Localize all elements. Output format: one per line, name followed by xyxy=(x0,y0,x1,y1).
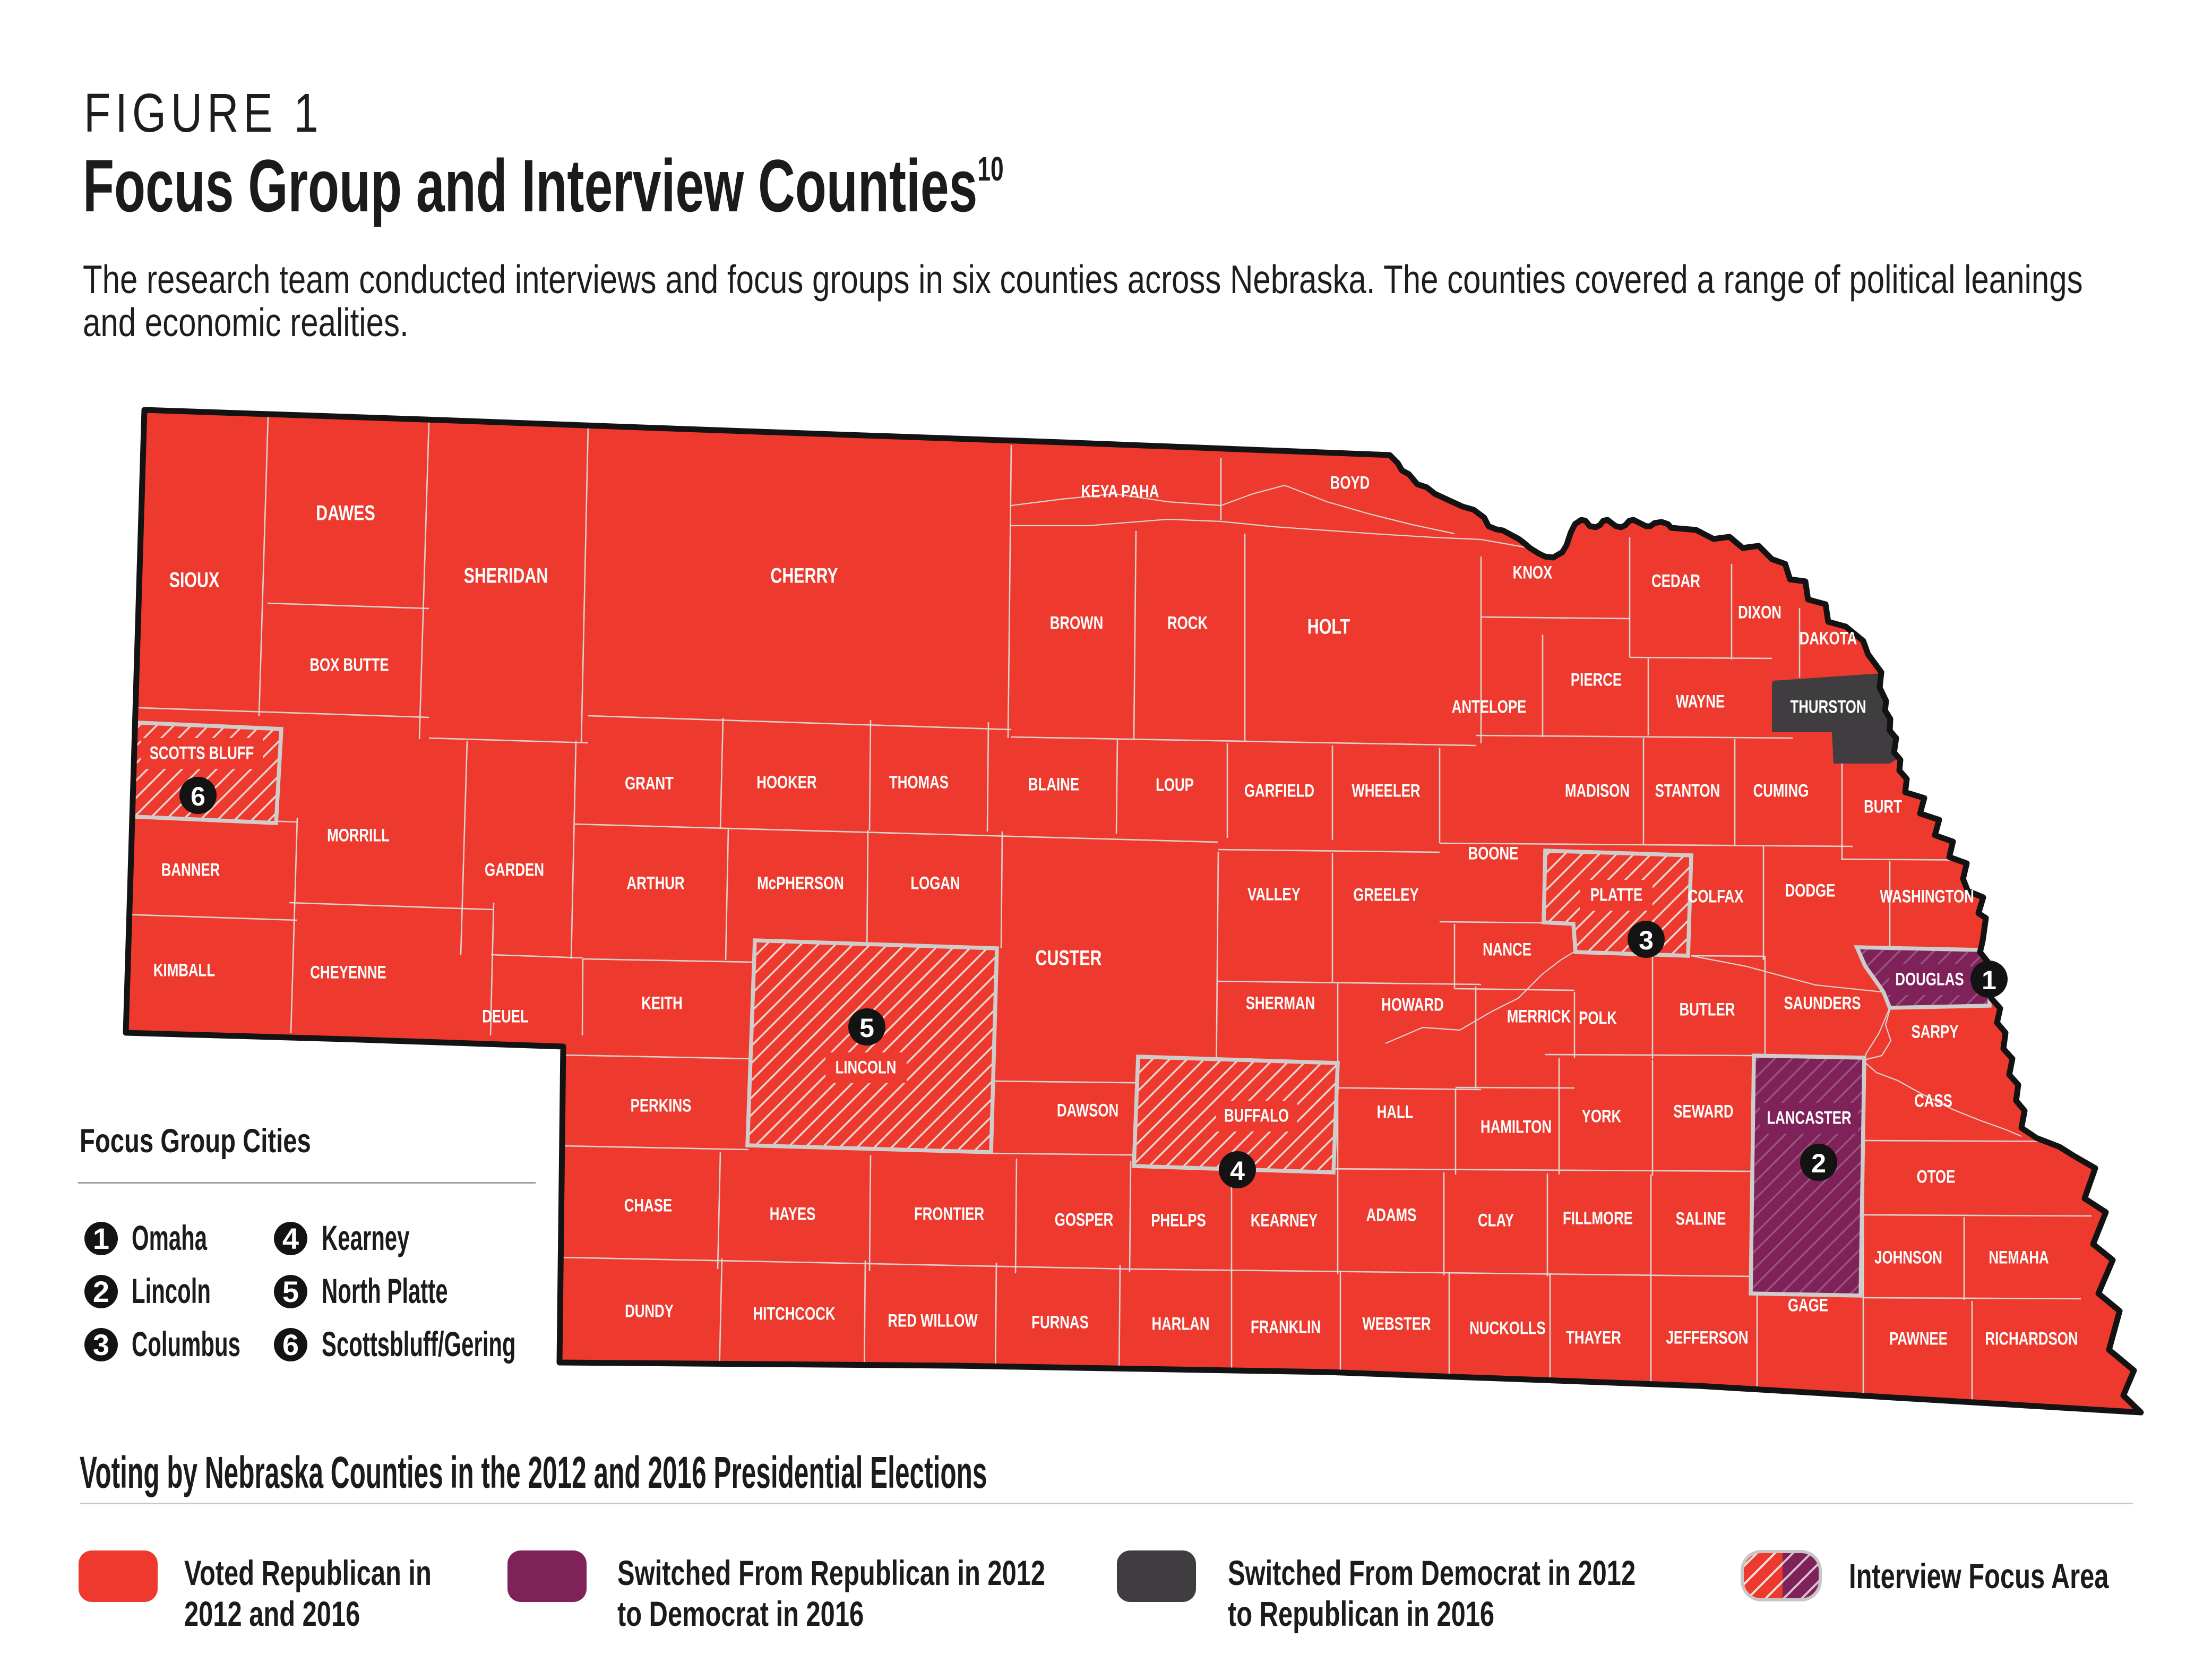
svg-text:BROWN: BROWN xyxy=(1050,613,1103,633)
svg-text:SALINE: SALINE xyxy=(1676,1209,1726,1229)
svg-text:ANTELOPE: ANTELOPE xyxy=(1452,697,1527,717)
svg-text:CHEYENNE: CHEYENNE xyxy=(310,963,386,982)
svg-text:RED WILLOW: RED WILLOW xyxy=(888,1311,978,1331)
svg-text:GRANT: GRANT xyxy=(625,774,674,793)
svg-text:KEARNEY: KEARNEY xyxy=(1251,1211,1318,1230)
svg-text:CLAY: CLAY xyxy=(1478,1211,1514,1230)
svg-text:SARPY: SARPY xyxy=(1911,1022,1958,1042)
svg-text:STANTON: STANTON xyxy=(1655,781,1720,801)
svg-text:KEYA PAHA: KEYA PAHA xyxy=(1081,482,1159,501)
svg-text:DAWES: DAWES xyxy=(316,501,375,525)
svg-text:RICHARDSON: RICHARDSON xyxy=(1985,1329,2078,1349)
svg-text:HAMILTON: HAMILTON xyxy=(1481,1117,1552,1137)
svg-text:BUFFALO: BUFFALO xyxy=(1224,1106,1289,1126)
svg-text:MERRICK: MERRICK xyxy=(1507,1007,1571,1026)
svg-text:BOX BUTTE: BOX BUTTE xyxy=(309,655,389,675)
svg-text:HITCHCOCK: HITCHCOCK xyxy=(753,1304,836,1324)
svg-text:PERKINS: PERKINS xyxy=(631,1096,692,1116)
svg-text:PIERCE: PIERCE xyxy=(1571,670,1622,690)
svg-text:WASHINGTON: WASHINGTON xyxy=(1880,887,1974,906)
svg-text:HOOKER: HOOKER xyxy=(756,773,817,792)
svg-text:CUSTER: CUSTER xyxy=(1036,946,1102,970)
svg-text:6: 6 xyxy=(191,782,205,811)
svg-text:DAWSON: DAWSON xyxy=(1057,1101,1118,1120)
svg-text:HARLAN: HARLAN xyxy=(1151,1314,1209,1334)
svg-text:SHERIDAN: SHERIDAN xyxy=(464,563,548,587)
svg-text:GOSPER: GOSPER xyxy=(1055,1210,1114,1230)
svg-text:SEWARD: SEWARD xyxy=(1673,1102,1733,1121)
svg-text:LOGAN: LOGAN xyxy=(910,873,960,893)
svg-text:FRONTIER: FRONTIER xyxy=(914,1204,984,1224)
svg-text:BOONE: BOONE xyxy=(1468,844,1519,863)
svg-text:WEBSTER: WEBSTER xyxy=(1362,1314,1431,1334)
svg-text:CUMING: CUMING xyxy=(1753,781,1809,801)
svg-text:CHASE: CHASE xyxy=(624,1196,672,1215)
svg-text:1: 1 xyxy=(1982,965,1996,995)
svg-text:BLAINE: BLAINE xyxy=(1028,775,1079,794)
svg-text:KEITH: KEITH xyxy=(641,993,682,1013)
svg-text:THOMAS: THOMAS xyxy=(889,773,949,792)
svg-text:LOUP: LOUP xyxy=(1156,775,1194,795)
svg-text:2: 2 xyxy=(1811,1149,1826,1178)
svg-text:KIMBALL: KIMBALL xyxy=(153,961,215,980)
svg-text:DEUEL: DEUEL xyxy=(482,1007,529,1026)
svg-text:DODGE: DODGE xyxy=(1785,881,1836,901)
svg-text:PHELPS: PHELPS xyxy=(1151,1211,1206,1230)
svg-text:DAKOTA: DAKOTA xyxy=(1800,629,1857,648)
svg-text:SHERMAN: SHERMAN xyxy=(1246,993,1315,1013)
svg-text:GARDEN: GARDEN xyxy=(485,860,544,880)
svg-text:ADAMS: ADAMS xyxy=(1366,1205,1417,1225)
svg-text:MORRILL: MORRILL xyxy=(327,826,390,845)
svg-text:HOLT: HOLT xyxy=(1307,614,1350,638)
svg-text:COLFAX: COLFAX xyxy=(1688,887,1744,906)
svg-text:BANNER: BANNER xyxy=(161,860,220,880)
svg-text:WHEELER: WHEELER xyxy=(1352,781,1420,801)
svg-text:LANCASTER: LANCASTER xyxy=(1767,1108,1851,1128)
svg-text:HOWARD: HOWARD xyxy=(1381,995,1444,1015)
svg-text:SCOTTS BLUFF: SCOTTS BLUFF xyxy=(150,743,254,763)
svg-text:SIOUX: SIOUX xyxy=(169,568,220,592)
svg-text:PAWNEE: PAWNEE xyxy=(1889,1329,1948,1349)
svg-text:BURT: BURT xyxy=(1864,797,1902,817)
svg-text:HAYES: HAYES xyxy=(770,1204,816,1224)
svg-text:JOHNSON: JOHNSON xyxy=(1874,1248,1942,1267)
svg-text:KNOX: KNOX xyxy=(1513,563,1553,582)
svg-text:VALLEY: VALLEY xyxy=(1247,885,1301,904)
svg-text:GREELEY: GREELEY xyxy=(1353,885,1418,905)
svg-text:OTOE: OTOE xyxy=(1917,1167,1956,1187)
svg-text:NUCKOLLS: NUCKOLLS xyxy=(1469,1318,1546,1338)
svg-text:CASS: CASS xyxy=(1914,1091,1952,1111)
svg-text:BUTLER: BUTLER xyxy=(1680,1000,1735,1019)
svg-text:5: 5 xyxy=(859,1013,874,1043)
svg-text:DOUGLAS: DOUGLAS xyxy=(1895,970,1964,989)
svg-text:FILLMORE: FILLMORE xyxy=(1563,1209,1633,1228)
svg-text:THURSTON: THURSTON xyxy=(1790,697,1866,717)
svg-text:FURNAS: FURNAS xyxy=(1031,1313,1089,1332)
svg-text:DIXON: DIXON xyxy=(1738,603,1781,622)
svg-text:LINCOLN: LINCOLN xyxy=(836,1058,897,1077)
svg-text:NANCE: NANCE xyxy=(1483,940,1531,959)
svg-text:SAUNDERS: SAUNDERS xyxy=(1784,993,1861,1013)
svg-text:THAYER: THAYER xyxy=(1566,1328,1621,1348)
svg-text:POLK: POLK xyxy=(1579,1008,1617,1028)
svg-text:McPHERSON: McPHERSON xyxy=(757,873,844,893)
svg-text:HALL: HALL xyxy=(1377,1102,1414,1122)
svg-text:BOYD: BOYD xyxy=(1330,473,1370,493)
svg-text:3: 3 xyxy=(1639,926,1654,955)
svg-text:JEFFERSON: JEFFERSON xyxy=(1666,1328,1748,1348)
svg-text:PLATTE: PLATTE xyxy=(1590,885,1643,905)
svg-text:CEDAR: CEDAR xyxy=(1651,571,1700,591)
svg-text:YORK: YORK xyxy=(1582,1107,1622,1126)
svg-text:FRANKLIN: FRANKLIN xyxy=(1251,1317,1321,1337)
svg-text:MADISON: MADISON xyxy=(1565,781,1630,801)
svg-text:ROCK: ROCK xyxy=(1167,613,1208,633)
svg-text:4: 4 xyxy=(1230,1156,1245,1186)
svg-text:GAGE: GAGE xyxy=(1788,1296,1828,1315)
svg-text:DUNDY: DUNDY xyxy=(625,1301,674,1321)
svg-text:GARFIELD: GARFIELD xyxy=(1244,781,1314,801)
svg-text:WAYNE: WAYNE xyxy=(1676,692,1725,712)
svg-text:ARTHUR: ARTHUR xyxy=(626,873,684,893)
svg-text:NEMAHA: NEMAHA xyxy=(1989,1248,2049,1267)
svg-text:CHERRY: CHERRY xyxy=(770,563,838,587)
